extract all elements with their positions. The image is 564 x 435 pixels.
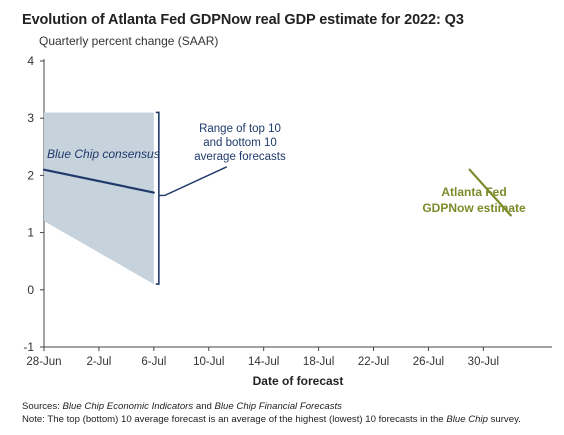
range-band bbox=[44, 112, 154, 285]
y-tick-label: -1 bbox=[23, 340, 34, 354]
chart-subtitle: Quarterly percent change (SAAR) bbox=[39, 34, 219, 48]
note-suffix: survey. bbox=[487, 414, 521, 425]
x-tick-label: 18-Jul bbox=[303, 356, 334, 368]
note-prefix: Note: The top (bottom) 10 average foreca… bbox=[22, 414, 447, 425]
range-label-line: average forecasts bbox=[194, 151, 286, 163]
blue-chip-line bbox=[42, 168, 155, 194]
range-bracket bbox=[155, 111, 160, 285]
x-tick-label: 6-Jul bbox=[141, 356, 166, 368]
x-tick-label: 26-Jul bbox=[413, 356, 444, 368]
x-tick-label: 10-Jul bbox=[193, 356, 224, 368]
y-tick-label: 2 bbox=[27, 168, 34, 182]
x-tick-label: 2-Jul bbox=[86, 356, 111, 368]
x-tick-label: 22-Jul bbox=[358, 356, 389, 368]
gdpnow-label-line: GDPNow estimate bbox=[422, 201, 526, 215]
sources-prefix: Sources: bbox=[22, 401, 63, 412]
sources-title-2: Blue Chip Financial Forecasts bbox=[214, 401, 342, 412]
note-line: Note: The top (bottom) 10 average foreca… bbox=[22, 413, 521, 426]
range-leader-line bbox=[158, 166, 228, 197]
range-label-line: and bottom 10 bbox=[203, 137, 277, 149]
footnotes: Sources: Blue Chip Economic Indicators a… bbox=[22, 400, 521, 426]
note-survey-name: Blue Chip bbox=[446, 414, 488, 425]
gdpnow-line bbox=[468, 168, 512, 217]
gdpnow-label-line: Atlanta Fed bbox=[441, 185, 506, 199]
sources-line: Sources: Blue Chip Economic Indicators a… bbox=[22, 400, 521, 413]
sources-title-1: Blue Chip Economic Indicators bbox=[62, 401, 194, 412]
chart-title: Evolution of Atlanta Fed GDPNow real GDP… bbox=[22, 12, 464, 28]
range-label-line: Range of top 10 bbox=[199, 123, 281, 135]
x-tick-label: 14-Jul bbox=[248, 356, 279, 368]
y-tick-label: 3 bbox=[27, 111, 34, 125]
y-tick-label: 4 bbox=[27, 54, 34, 68]
sources-mid: and bbox=[193, 401, 215, 412]
x-tick-label: 28-Jun bbox=[26, 356, 61, 368]
y-tick-label: 0 bbox=[27, 283, 34, 297]
x-tick-label: 30-Jul bbox=[468, 356, 499, 368]
x-axis-title: Date of forecast bbox=[253, 374, 344, 388]
blue-chip-label: Blue Chip consensus bbox=[47, 147, 160, 161]
y-tick-label: 1 bbox=[27, 226, 34, 240]
